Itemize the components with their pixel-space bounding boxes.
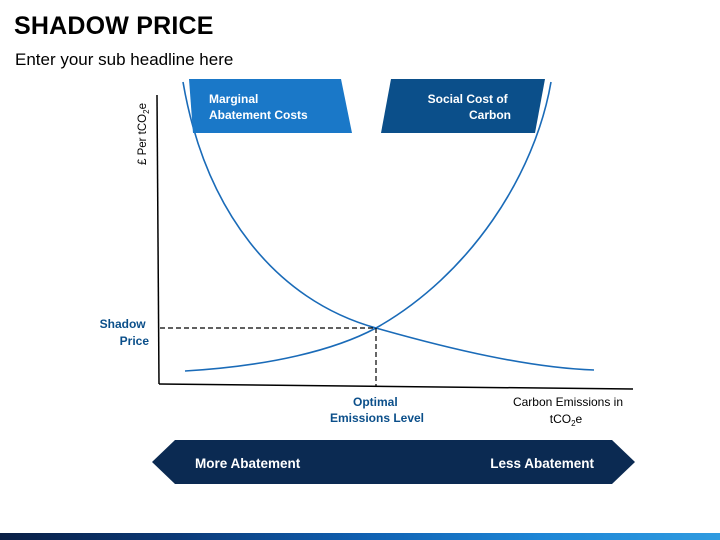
y-axis [156, 94, 160, 385]
scc-label-box [381, 79, 545, 133]
page-title: SHADOW PRICE [14, 12, 214, 40]
x-axis-label: Carbon Emissions in [513, 395, 623, 409]
x-axis [158, 383, 634, 390]
y-axis-label: £ Per tCO2e [137, 103, 151, 165]
shadow-price-label: Shadow Price [100, 317, 150, 348]
optimal-emissions-label: Optimal Emissions Level [330, 395, 424, 425]
more-abatement-label: More Abatement [195, 456, 301, 471]
less-abatement-label: Less Abatement [490, 456, 594, 471]
page-subtitle: Enter your sub headline here [15, 50, 234, 69]
x-axis-label-unit: tCO2e [550, 412, 583, 428]
mac-label-box [189, 79, 352, 133]
abatement-double-arrow [152, 440, 635, 484]
marginal-abatement-cost-curve [182, 81, 595, 371]
mac-label: Marginal Abatement Costs [209, 92, 308, 122]
social-cost-of-carbon-curve [184, 81, 552, 372]
footer-gradient-bar [0, 533, 720, 540]
scc-label: Social Cost of Carbon [428, 92, 511, 122]
